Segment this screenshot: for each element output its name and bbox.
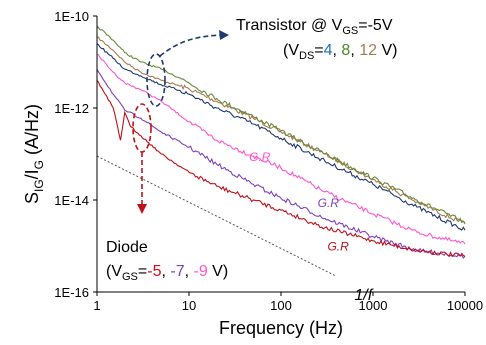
vgs-label-value-1: , (161, 263, 170, 280)
vgs-label-value-0: -5 (147, 263, 161, 280)
vgs-label: (VGS=-5, -7, -9 V) (106, 263, 228, 283)
x-tick-label-4: 10000 (447, 298, 483, 313)
vds-label-close: V) (377, 42, 397, 59)
vds-label-value-4: 12 (359, 42, 377, 59)
diode-arrowhead (137, 204, 147, 214)
transistor-arrowhead (219, 30, 229, 40)
y-tick-label-0: 1E-10 (54, 9, 89, 24)
y-tick-label-2: 1E-14 (54, 193, 89, 208)
series-line-diode--7 (96, 68, 466, 259)
vds-label-value-1: , (333, 42, 342, 59)
diode-label: Diode (106, 239, 148, 256)
y-tick-label-1: 1E-12 (54, 101, 89, 116)
vgs-label-value-3: , (185, 263, 194, 280)
vds-label-value-2: 8 (341, 42, 350, 59)
vgs-label-close: V) (208, 263, 228, 280)
series-line-transistor-8 (96, 25, 466, 224)
x-tick-label-1: 10 (182, 298, 196, 313)
transistor-arrow (159, 34, 223, 57)
y-tick-label-3: 1E-16 (54, 285, 89, 300)
vgs-label-value-4: -9 (194, 263, 208, 280)
gr-label-0: G.R (249, 150, 271, 164)
x-axis-title: Frequency (Hz) (219, 318, 343, 338)
series-line-diode--5 (96, 79, 466, 258)
x-tick-label-2: 100 (270, 298, 292, 313)
vds-label: (VDS=4, 8, 12 V) (283, 42, 397, 62)
vgs-label-value-2: -7 (170, 263, 184, 280)
series-line-diode--9 (96, 53, 466, 245)
transistor-ellipse (146, 53, 166, 107)
reference-layer: 1/f G.R G.R G.R (96, 150, 374, 304)
x-tick-label-0: 1 (93, 298, 100, 313)
transistor-label: Transistor @ VGS=-5V (236, 17, 393, 37)
tick-labels: 1 10 100 1000 10000 1E-10 1E-12 1E-14 1E-16 (54, 9, 483, 313)
vds-label-value-3: , (350, 42, 359, 59)
reference-1-over-f-line (96, 155, 337, 277)
gr-label-1: G.R (318, 196, 340, 210)
gr-label-2: G.R (327, 239, 349, 253)
x-tick-label-3: 1000 (359, 298, 388, 313)
vds-label-value-0: 4 (324, 42, 333, 59)
y-axis-title: SIG/IG (A/Hz) (22, 104, 46, 204)
series-layer (96, 25, 466, 259)
series-line-transistor-4 (96, 43, 466, 231)
reference-label: 1/f (354, 287, 373, 304)
